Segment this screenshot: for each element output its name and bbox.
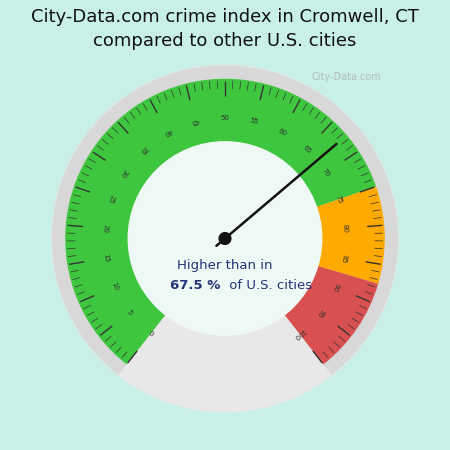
Text: 85: 85 (340, 253, 348, 263)
Text: 80: 80 (342, 224, 349, 233)
Text: 70: 70 (321, 167, 331, 178)
Text: 50: 50 (220, 115, 230, 121)
Text: City-Data.com crime index in Cromwell, CT
compared to other U.S. cities: City-Data.com crime index in Cromwell, C… (31, 9, 419, 50)
Text: 30: 30 (119, 167, 129, 178)
Text: of U.S. cities: of U.S. cities (225, 279, 312, 292)
Text: 15: 15 (102, 253, 110, 263)
Text: 5: 5 (126, 309, 133, 316)
Text: 55: 55 (250, 117, 260, 126)
Text: 35: 35 (138, 144, 148, 155)
Text: 45: 45 (190, 117, 200, 126)
Wedge shape (65, 79, 376, 364)
Text: 60: 60 (277, 127, 288, 137)
Text: 10: 10 (110, 282, 119, 292)
Text: 67.5 %: 67.5 % (170, 279, 220, 292)
Circle shape (52, 65, 398, 412)
Text: 75: 75 (335, 194, 343, 204)
Circle shape (219, 233, 231, 244)
Text: 100: 100 (292, 327, 306, 340)
Text: 90: 90 (331, 282, 340, 292)
Text: 95: 95 (315, 307, 325, 318)
Wedge shape (65, 79, 385, 364)
Wedge shape (316, 186, 385, 284)
Text: 65: 65 (302, 144, 312, 155)
Text: 20: 20 (101, 224, 108, 233)
Circle shape (128, 142, 322, 335)
Wedge shape (52, 65, 398, 375)
Text: 25: 25 (107, 194, 115, 204)
Text: Higher than in: Higher than in (177, 259, 273, 272)
Text: City-Data.com: City-Data.com (311, 72, 382, 81)
Text: 0: 0 (147, 330, 154, 338)
Text: 40: 40 (162, 128, 173, 137)
Wedge shape (284, 266, 378, 364)
